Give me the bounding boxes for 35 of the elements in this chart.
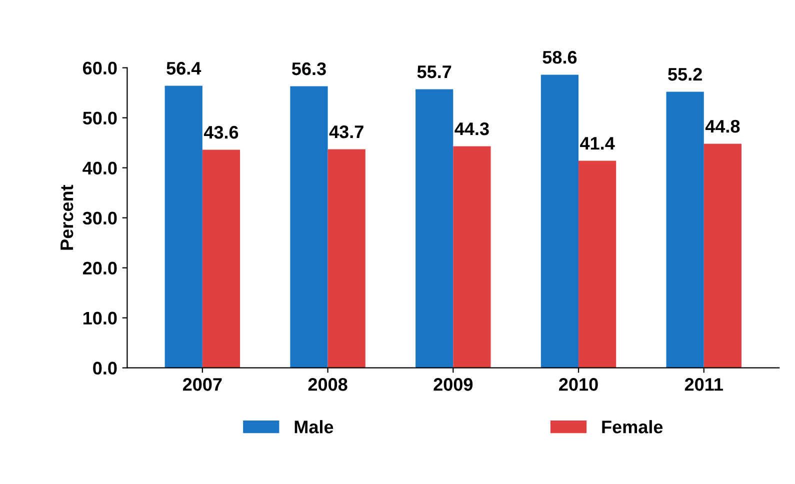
y-tick-label: 40.0: [82, 162, 117, 175]
data-label: 55.2: [668, 68, 702, 81]
x-tick-label: 2007: [182, 378, 222, 391]
y-tick-label: 50.0: [82, 112, 117, 124]
bar: [704, 144, 742, 368]
bar: [164, 86, 202, 368]
x-tick-label: 2008: [308, 378, 348, 391]
legend-label: Male: [294, 420, 334, 434]
legend-label: Female: [602, 420, 663, 434]
x-tick-label: 2009: [434, 378, 473, 391]
bar: [328, 149, 366, 368]
data-label: 55.7: [417, 66, 452, 78]
bar: [578, 160, 616, 368]
data-label: 44.3: [454, 122, 489, 136]
y-tick-label: 30.0: [82, 212, 117, 225]
bar: [666, 92, 704, 368]
bar: [416, 89, 454, 368]
y-axis-title: Percent: [60, 184, 74, 250]
data-label: 56.3: [292, 62, 326, 76]
x-tick-label: 2010: [559, 378, 598, 391]
y-tick-label: 20.0: [82, 262, 117, 275]
bar: [453, 146, 491, 368]
bar: [290, 86, 328, 368]
bar: [202, 150, 240, 368]
y-tick-label: 10.0: [83, 312, 117, 325]
data-label: 58.6: [542, 50, 577, 64]
data-label: 43.7: [329, 125, 364, 138]
bar: [540, 74, 579, 368]
data-label: 44.8: [705, 120, 740, 133]
y-tick-label: 0.0: [93, 362, 117, 375]
data-label: 41.4: [580, 137, 615, 150]
data-label: 56.4: [166, 62, 202, 75]
x-tick-label: 2011: [684, 378, 723, 391]
y-tick-label: 60.0: [83, 62, 117, 74]
data-label: 43.6: [204, 126, 238, 139]
